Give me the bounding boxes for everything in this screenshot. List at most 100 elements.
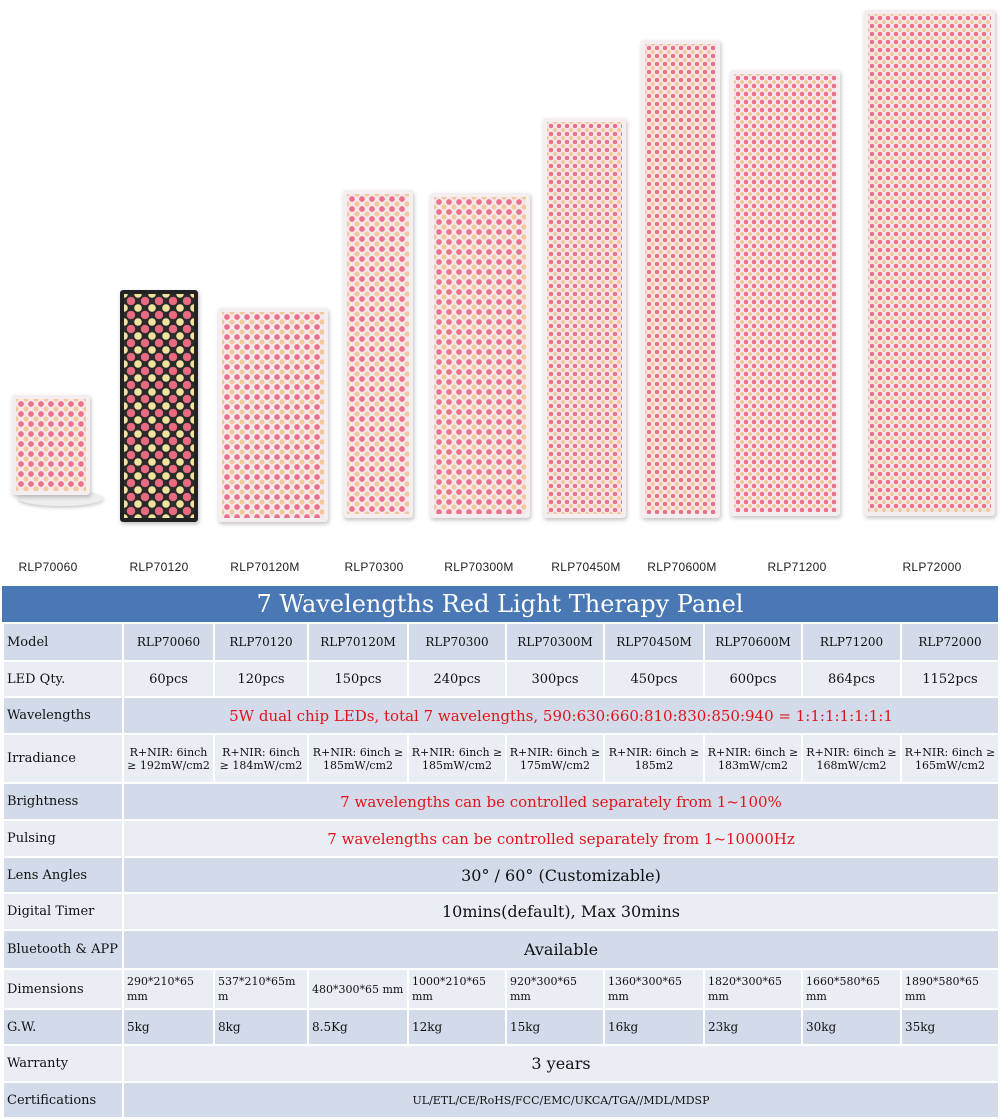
gross-weight-cell: 12kg — [407, 1008, 507, 1046]
irradiance-cell: R+NIR: 6inch ≥ 184mW/cm2 — [213, 733, 309, 784]
dimensions-cell: 480*300*65 mm — [307, 968, 409, 1010]
gross-weight-cell: 15kg — [505, 1008, 605, 1046]
row-label: G.W. — [2, 1008, 124, 1046]
row-model: Model RLP70060 RLP70120 RLP70120M RLP70300 RL… — [2, 622, 1000, 662]
row-bluetooth: Bluetooth & APP Available — [2, 929, 1000, 970]
led-qty-cell: 1152pcs — [900, 660, 1000, 698]
product-lineup-image: RLP70060 RLP70120 RLP70120M RLP70300 RLP… — [12, 10, 995, 574]
row-label: Bluetooth & APP — [2, 929, 124, 970]
model-caption: RLP70300 — [344, 560, 404, 574]
product-panel-rlp70060 — [12, 395, 90, 495]
certifications-value: UL/ETL/CE/RoHS/FCC/EMC/UKCA/TGA//MDL/MDS… — [122, 1081, 1000, 1119]
led-qty-cell: 450pcs — [603, 660, 705, 698]
led-qty-cell: 300pcs — [505, 660, 605, 698]
led-qty-cell: 150pcs — [307, 660, 409, 698]
dimensions-cell: 1000*210*65 mm — [407, 968, 507, 1010]
bluetooth-value: Available — [122, 929, 1000, 970]
timer-value: 10mins(default), Max 30mins — [122, 892, 1000, 931]
row-lens-angles: Lens Angles 30° / 60° (Customizable) — [2, 856, 1000, 894]
row-irradiance: Irradiance R+NIR: 6inch ≥ 192mW/cm2 R+NIR:… — [2, 733, 1000, 784]
gross-weight-cell: 30kg — [801, 1008, 902, 1046]
irradiance-cell: R+NIR: 6inch ≥ 185mW/cm2 — [407, 733, 507, 784]
brightness-value: 7 wavelengths can be controlled separate… — [122, 782, 1000, 821]
led-qty-cell: 600pcs — [703, 660, 803, 698]
product-panel-rlp71200 — [730, 70, 840, 516]
model-cell: RLP70060 — [122, 622, 215, 662]
row-label: Brightness — [2, 782, 124, 821]
irradiance-cell: R+NIR: 6inch ≥ 165mW/cm2 — [900, 733, 1000, 784]
row-dimensions: Dimensions 290*210*65 mm 537*210*65m m 480*… — [2, 968, 1000, 1010]
row-label: Certifications — [2, 1081, 124, 1119]
model-cell: RLP70300 — [407, 622, 507, 662]
wavelengths-value: 5W dual chip LEDs, total 7 wavelengths, … — [122, 696, 1000, 735]
gross-weight-cell: 8.5Kg — [307, 1008, 409, 1046]
product-panel-rlp70120 — [120, 290, 198, 522]
row-label: Wavelengths — [2, 696, 124, 735]
row-label: Irradiance — [2, 733, 124, 784]
led-qty-cell: 60pcs — [122, 660, 215, 698]
dimensions-cell: 1820*300*65 mm — [703, 968, 803, 1010]
dimensions-cell: 1660*580*65 mm — [801, 968, 902, 1010]
model-cell: RLP70600M — [703, 622, 803, 662]
gross-weight-cell: 8kg — [213, 1008, 309, 1046]
row-label: Lens Angles — [2, 856, 124, 894]
model-caption: RLP70450M — [551, 560, 621, 574]
model-cell: RLP70300M — [505, 622, 605, 662]
led-qty-cell: 240pcs — [407, 660, 507, 698]
model-caption: RLP71200 — [767, 560, 827, 574]
led-qty-cell: 864pcs — [801, 660, 902, 698]
row-label: Pulsing — [2, 819, 124, 858]
irradiance-cell: R+NIR: 6inch ≥ 168mW/cm2 — [801, 733, 902, 784]
table-title: 7 Wavelengths Red Light Therapy Panel — [2, 586, 998, 622]
spec-table: Model RLP70060 RLP70120 RLP70120M RLP70300 RL… — [2, 622, 1000, 1119]
gross-weight-cell: 5kg — [122, 1008, 215, 1046]
row-gross-weight: G.W. 5kg 8kg 8.5Kg 12kg 15kg 16kg 23kg 30kg 35kg — [2, 1008, 1000, 1046]
row-label: Model — [2, 622, 124, 662]
row-warranty: Warranty 3 years — [2, 1044, 1000, 1083]
row-pulsing: Pulsing 7 wavelengths can be controlled s… — [2, 819, 1000, 858]
row-digital-timer: Digital Timer 10mins(default), Max 30mins — [2, 892, 1000, 931]
lens-value: 30° / 60° (Customizable) — [122, 856, 1000, 894]
dimensions-cell: 1360*300*65 mm — [603, 968, 705, 1010]
gross-weight-cell: 23kg — [703, 1008, 803, 1046]
led-qty-cell: 120pcs — [213, 660, 309, 698]
row-led-qty: LED Qty. 60pcs 120pcs 150pcs 240pcs 300pcs 450… — [2, 660, 1000, 698]
product-panel-rlp70450m — [543, 118, 626, 518]
irradiance-cell: R+NIR: 6inch ≥ 185m2 — [603, 733, 705, 784]
row-label: Warranty — [2, 1044, 124, 1083]
model-caption: RLP70600M — [647, 560, 717, 574]
model-cell: RLP71200 — [801, 622, 902, 662]
pulsing-value: 7 wavelengths can be controlled separate… — [122, 819, 1000, 858]
dimensions-cell: 537*210*65m m — [213, 968, 309, 1010]
product-panel-rlp70300m — [430, 193, 530, 518]
row-label: LED Qty. — [2, 660, 124, 698]
warranty-value: 3 years — [122, 1044, 1000, 1083]
gross-weight-cell: 35kg — [900, 1008, 1000, 1046]
irradiance-cell: R+NIR: 6inch ≥ 183mW/cm2 — [703, 733, 803, 784]
gross-weight-cell: 16kg — [603, 1008, 705, 1046]
product-panel-rlp70300 — [343, 190, 413, 518]
product-panel-rlp72000 — [864, 10, 995, 516]
model-caption: RLP70060 — [18, 560, 78, 574]
product-panel-rlp70600m — [641, 40, 720, 518]
product-panel-rlp70120m — [218, 308, 328, 522]
model-cell: RLP70120M — [307, 622, 409, 662]
row-label: Digital Timer — [2, 892, 124, 931]
dimensions-cell: 290*210*65 mm — [122, 968, 215, 1010]
irradiance-cell: R+NIR: 6inch ≥ 185mW/cm2 — [307, 733, 409, 784]
model-caption: RLP70300M — [444, 560, 514, 574]
model-cell: RLP70120 — [213, 622, 309, 662]
irradiance-cell: R+NIR: 6inch ≥ 192mW/cm2 — [122, 733, 215, 784]
row-brightness: Brightness 7 wavelengths can be controlle… — [2, 782, 1000, 821]
model-caption: RLP70120 — [129, 560, 189, 574]
model-caption: RLP70120M — [230, 560, 300, 574]
row-certifications: Certifications UL/ETL/CE/RoHS/FCC/EMC/UKC… — [2, 1081, 1000, 1119]
row-wavelengths: Wavelengths 5W dual chip LEDs, total 7 wa… — [2, 696, 1000, 735]
model-caption: RLP72000 — [902, 560, 962, 574]
dimensions-cell: 1890*580*65 mm — [900, 968, 1000, 1010]
row-label: Dimensions — [2, 968, 124, 1010]
model-cell: RLP72000 — [900, 622, 1000, 662]
model-cell: RLP70450M — [603, 622, 705, 662]
dimensions-cell: 920*300*65 mm — [505, 968, 605, 1010]
irradiance-cell: R+NIR: 6inch ≥ 175mW/cm2 — [505, 733, 605, 784]
